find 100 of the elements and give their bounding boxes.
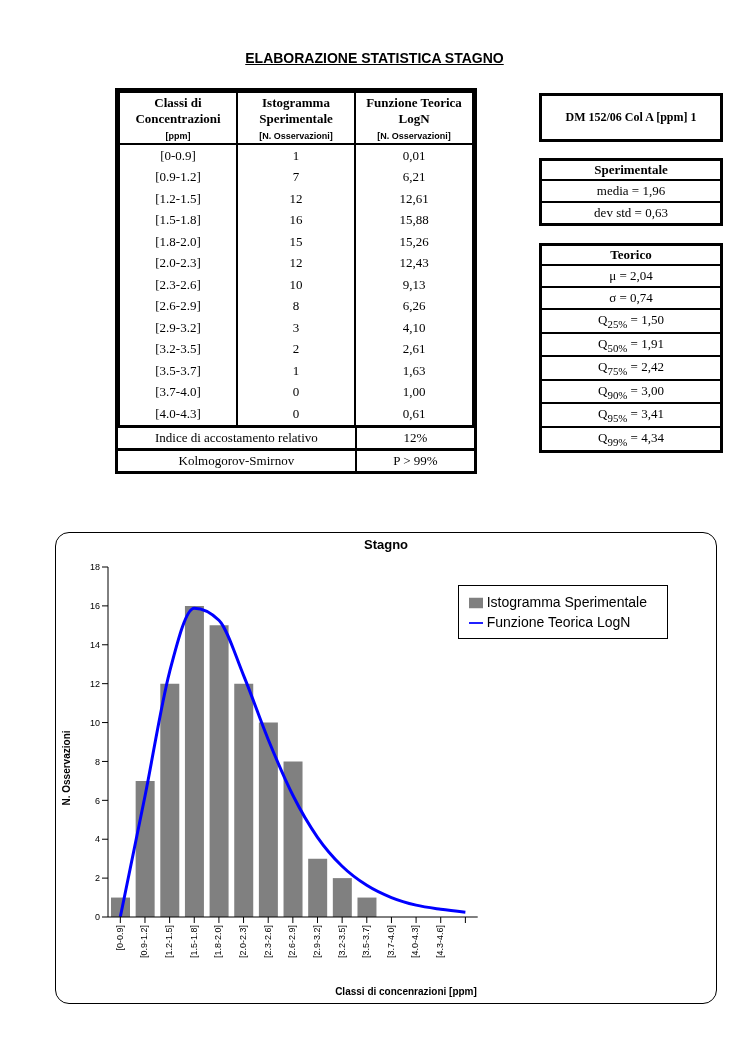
text: σ = 0,74 — [609, 290, 653, 305]
bar — [209, 625, 229, 917]
data-label: 2 — [237, 338, 355, 360]
x-tick-label: [1.2-1.5] — [164, 925, 175, 959]
y-tick-label: 2 — [94, 873, 100, 884]
bar — [135, 780, 155, 917]
x-tick-label: [0.9-1.2] — [139, 925, 150, 959]
x-tick-label: [3.2-3.5] — [336, 925, 347, 959]
data-label: 2,61 — [355, 338, 473, 360]
data-label: 9,13 — [355, 274, 473, 296]
category-label: [3.2-3.5] — [119, 338, 237, 360]
legend-label: Funzione Teorica LogN — [486, 614, 631, 630]
category-label: [1.5-1.8] — [119, 209, 237, 231]
x-tick-label: [0-0.9] — [114, 925, 125, 951]
x-tick-label: [3.7-4.0] — [385, 925, 396, 959]
category-label: [4.0-4.3] — [119, 403, 237, 425]
x-tick-label: [3.5-3.7] — [361, 925, 372, 959]
chart-title: Stagno — [363, 537, 409, 552]
data-label: 15,88 — [355, 209, 473, 231]
category-label: [3.7-4.0] — [119, 381, 237, 403]
y-tick-label: 18 — [89, 562, 100, 573]
data-label: 12 — [237, 188, 355, 210]
text: media = 1,96 — [596, 183, 666, 198]
text: Indice di accostamento relativo — [118, 427, 357, 448]
line-series — [118, 606, 467, 917]
data-label: 8 — [237, 295, 355, 317]
data-label: 10 — [237, 274, 355, 296]
data-label: 6,26 — [355, 295, 473, 317]
x-tick-label: [2.9-3.2] — [311, 925, 322, 959]
data-label: 1 — [237, 144, 355, 167]
data-label: 6,21 — [355, 166, 473, 188]
category-label: [1.2-1.5] — [119, 188, 237, 210]
data-label: 12 — [237, 252, 355, 274]
x-tick-label: [4.0-4.3] — [410, 925, 421, 959]
text: Funzione Teorica LogN [N. Osservazioni] — [366, 95, 462, 141]
text: Teorico — [610, 247, 652, 262]
data-label: 1,63 — [355, 360, 473, 382]
y-axis-title: N. Osservazioni — [60, 730, 72, 806]
data-label: 12,61 — [355, 188, 473, 210]
category-label: [2.3-2.6] — [119, 274, 237, 296]
text: Q$_{90%}$ = 3,00 — [598, 382, 664, 401]
data-label: 0 — [237, 381, 355, 403]
data-label: 12,43 — [355, 252, 473, 274]
text: Q$_{95%}$ = 3,41 — [598, 406, 664, 424]
category-label: [1.8-2.0] — [119, 231, 237, 253]
x-tick-label: [2.6-2.9] — [287, 925, 298, 959]
text: Q$_{75%}$ = 2,42 — [598, 359, 664, 377]
data-label: 1 — [237, 360, 355, 382]
text: Sperimentale — [594, 162, 668, 177]
text: Istogramma Sperimentale [N. Osservazioni] — [259, 95, 333, 141]
category-label: [3.5-3.7] — [119, 360, 237, 382]
y-tick-label: 8 — [94, 756, 100, 767]
bar — [357, 897, 377, 917]
bar — [308, 858, 328, 917]
data-label: 1,00 — [355, 381, 473, 403]
data-label: 3 — [237, 317, 355, 339]
category-label: [0-0.9] — [119, 144, 237, 167]
bar — [234, 683, 254, 917]
x-tick-label: [2.0-2.3] — [237, 925, 248, 959]
y-tick-label: 16 — [89, 601, 100, 612]
text: Q$_{99%}$ = 4,34 — [598, 429, 664, 448]
text: Q$_{50%}$ = 1,91 — [598, 335, 664, 354]
text: dev std = 0,63 — [594, 205, 668, 220]
data-label: 16 — [237, 209, 355, 231]
bar — [258, 722, 278, 917]
data-label: 7 — [237, 166, 355, 188]
x-tick-label: [1.5-1.8] — [188, 925, 199, 959]
category-label: [2.9-3.2] — [119, 317, 237, 339]
x-tick-label: [1.8-2.0] — [213, 925, 224, 959]
y-tick-label: 0 — [94, 912, 100, 923]
y-tick-label: 14 — [89, 639, 100, 650]
y-tick-label: 12 — [89, 678, 100, 689]
text: Q$_{25%}$ = 1,50 — [598, 312, 664, 330]
x-axis-title: Classi di concenrazioni [ppm] — [335, 986, 477, 997]
bar — [160, 683, 180, 917]
text: ELABORAZIONE STATISTICA STAGNO — [245, 50, 504, 66]
y-tick-label: 4 — [94, 834, 100, 845]
x-tick-label: [2.3-2.6] — [262, 925, 273, 959]
category-label: [2.0-2.3] — [119, 252, 237, 274]
category-label: [0.9-1.2] — [119, 166, 237, 188]
data-label: 0,61 — [355, 403, 473, 425]
data-label: 15 — [237, 231, 355, 253]
bar — [184, 605, 204, 917]
data-label: 0 — [237, 403, 355, 425]
text: μ = 2,04 — [609, 268, 653, 283]
bar — [283, 761, 303, 917]
data-label: 4,10 — [355, 317, 473, 339]
text: 12% — [402, 428, 429, 447]
bar — [332, 878, 352, 917]
y-tick-label: 6 — [94, 795, 100, 806]
text: Kolmogorov-Smirnov — [118, 450, 357, 471]
legend-label: Istogramma Sperimentale — [486, 594, 647, 610]
text: DM 152/06 Col A [ppm] 1 — [565, 110, 697, 124]
data-label: 15,26 — [355, 231, 473, 253]
text: P > 99% — [392, 451, 439, 470]
y-tick-label: 10 — [89, 717, 100, 728]
x-tick-label: [4.3-4.6] — [435, 925, 446, 959]
data-label: 0,01 — [355, 144, 473, 167]
text: Classi di Concentrazioni [ppm] — [135, 95, 221, 141]
category-label: [2.6-2.9] — [119, 295, 237, 317]
